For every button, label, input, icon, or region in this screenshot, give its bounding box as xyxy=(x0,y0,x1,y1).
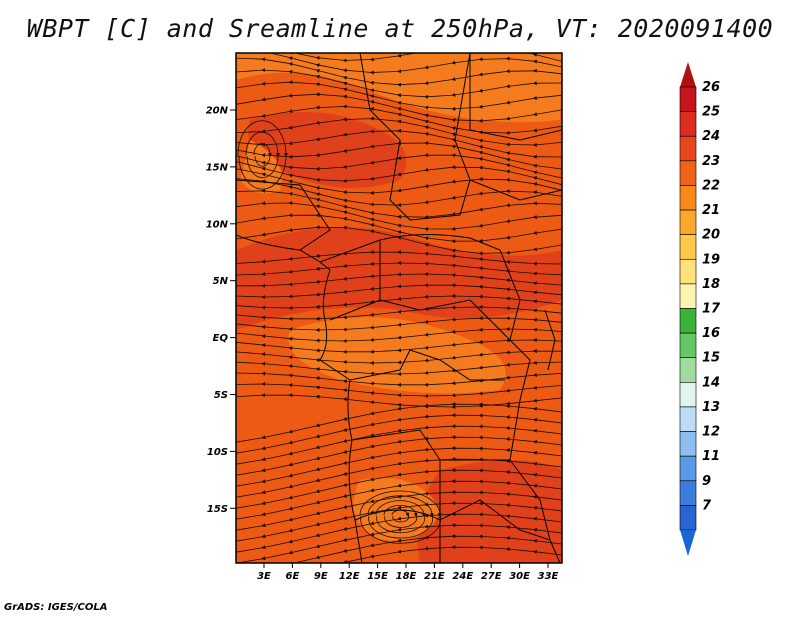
colorbar-swatch xyxy=(679,357,697,383)
border xyxy=(349,349,505,381)
color-bar: 26 25 24 23 22 21 20 19 18 17 16 15 14 13 12 11 9 7 xyxy=(679,62,721,556)
lon-label: 30E xyxy=(509,571,530,582)
streamline xyxy=(383,505,418,528)
colorbar-label: 21 xyxy=(702,203,720,218)
country-borders xyxy=(236,53,562,563)
colorbar-swatch xyxy=(679,111,697,137)
lat-label: 5S xyxy=(214,390,228,401)
lat-label: 15N xyxy=(206,162,229,173)
colorbar-swatch xyxy=(679,406,697,432)
lon-label: 9E xyxy=(314,571,328,582)
streamline xyxy=(391,509,410,523)
lat-axis: 20N 15N 10N 5N EQ 5S 10S 15S xyxy=(206,106,236,515)
lat-label: 10N xyxy=(206,219,229,230)
colorbar-label: 26 xyxy=(702,80,720,95)
lon-label: 3E xyxy=(257,571,271,582)
colorbar-swatch xyxy=(679,258,697,285)
colorbar-label: 25 xyxy=(702,105,720,120)
border xyxy=(469,179,562,201)
border xyxy=(354,499,551,541)
colorbar-swatch xyxy=(679,431,697,457)
grads-credit: GrADS: IGES/COLA xyxy=(4,602,108,613)
colorbar-label: 13 xyxy=(702,400,720,415)
border xyxy=(236,179,331,251)
wbpt-field xyxy=(236,53,562,563)
colorbar-label: 19 xyxy=(702,252,720,267)
colorbar-swatch xyxy=(679,455,697,482)
streamline xyxy=(367,495,434,539)
border xyxy=(379,233,561,563)
colorbar-label: 23 xyxy=(702,154,720,169)
colorbar-swatch xyxy=(679,234,697,260)
lon-label: 21E xyxy=(424,571,445,582)
colorbar-swatch xyxy=(679,86,697,112)
lon-axis: 3E 6E 9E 12E 15E 18E 21E 24E 27E 30E 33E xyxy=(257,563,559,582)
lat-label: 5N xyxy=(213,276,229,287)
colorbar-swatch xyxy=(679,185,697,211)
lon-label: 27E xyxy=(481,571,502,582)
streamline xyxy=(375,500,426,534)
colorbar-swatch xyxy=(679,382,697,408)
colorbar-swatch xyxy=(679,480,697,506)
colorbar-swatch xyxy=(679,135,697,162)
colorbar-top-arrow xyxy=(680,62,696,87)
lat-label: 15S xyxy=(207,504,228,515)
colorbar-bottom-arrow xyxy=(680,530,696,556)
colorbar-label: 24 xyxy=(702,129,720,144)
border xyxy=(359,53,471,221)
colorbar-label: 15 xyxy=(702,351,720,366)
border xyxy=(319,239,381,321)
streamline xyxy=(261,545,562,563)
colorbar-swatch xyxy=(679,332,697,359)
colorbar-label: 9 xyxy=(702,474,711,489)
colorbar-label: 11 xyxy=(702,449,720,464)
colorbar-swatch xyxy=(679,505,697,531)
border xyxy=(469,53,562,141)
streamline xyxy=(237,120,288,190)
border xyxy=(379,299,511,341)
streamline xyxy=(236,260,562,276)
colorbar-label: 18 xyxy=(702,277,720,292)
colorbar-label: 14 xyxy=(702,375,720,390)
lon-label: 6E xyxy=(286,571,300,582)
lon-label: 12E xyxy=(339,571,360,582)
lat-label: EQ xyxy=(213,333,229,344)
coastline xyxy=(236,234,363,563)
colorbar-label: 17 xyxy=(702,302,721,317)
colorbar-swatch xyxy=(679,308,697,334)
chart-title: WBPT [C] and Sreamline at 250hPa, VT: 20… xyxy=(26,14,774,43)
colorbar-label: 16 xyxy=(702,326,720,341)
lon-label: 18E xyxy=(396,571,417,582)
colorbar-swatch xyxy=(679,160,697,186)
lon-label: 33E xyxy=(538,571,559,582)
colorbar-label: 22 xyxy=(702,178,720,193)
lat-label: 10S xyxy=(207,447,228,458)
colorbar-swatch xyxy=(679,209,697,235)
colorbar-label: 12 xyxy=(702,425,720,440)
lat-label: 20N xyxy=(206,106,229,117)
map-frame xyxy=(235,52,563,564)
lon-label: 24E xyxy=(452,571,473,582)
colorbar-label: 7 xyxy=(702,498,712,513)
streamline xyxy=(253,143,272,167)
colorbar-label: 20 xyxy=(702,228,720,243)
streamline xyxy=(261,534,562,563)
lake-border xyxy=(544,309,556,371)
streamlines xyxy=(236,53,562,563)
colorbar-swatch xyxy=(679,283,697,309)
lon-label: 15E xyxy=(367,571,388,582)
streamline xyxy=(245,131,280,179)
